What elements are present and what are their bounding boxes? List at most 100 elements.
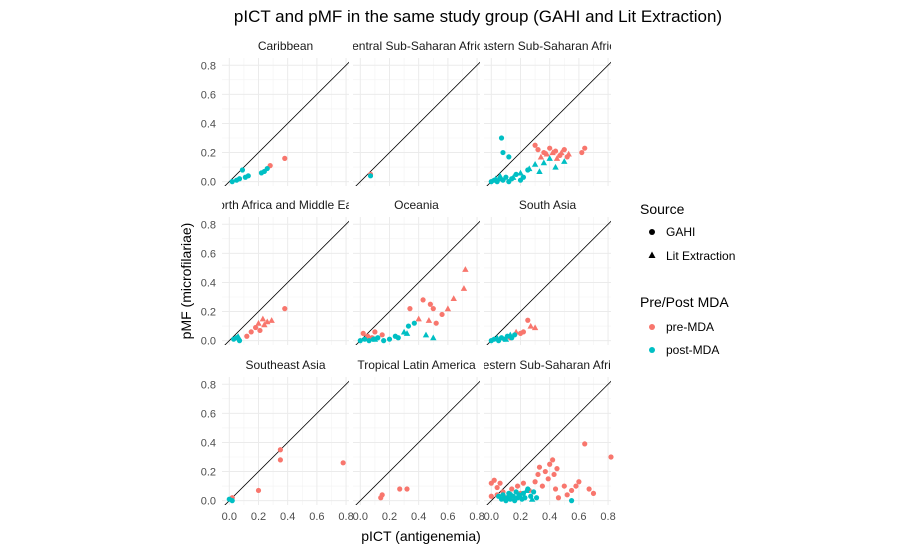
legend-label-lit-extraction: Lit Extraction: [666, 249, 735, 263]
data-point: [236, 176, 243, 182]
identity-line: [224, 220, 349, 345]
x-tick-label: 0.0: [484, 511, 499, 523]
data-point: [404, 486, 410, 492]
data-point: [539, 483, 545, 489]
data-point: [395, 335, 401, 341]
data-point: [535, 471, 541, 478]
data-point: [239, 167, 246, 173]
data-point: [433, 320, 439, 326]
legend-key-pre-mda: [649, 324, 655, 330]
facet-label: North Africa and Middle East: [209, 198, 362, 212]
data-point-triangle: [261, 321, 268, 328]
data-point: [229, 498, 235, 504]
data-point: [282, 155, 288, 161]
data-point: [586, 486, 592, 492]
data-point: [576, 479, 582, 485]
panel-oceania: Oceania: [353, 198, 480, 345]
y-tick-label: 0.2: [201, 467, 216, 479]
y-tick-label: 0.6: [201, 89, 216, 101]
x-axis-title: pICT (antigenemia): [361, 528, 481, 544]
data-point-triangle: [462, 266, 469, 272]
data-point: [520, 174, 527, 180]
data-point: [506, 154, 512, 160]
y-tick-label: 0.2: [201, 307, 216, 319]
data-point-triangle: [531, 160, 539, 167]
data-point: [533, 495, 540, 501]
data-point: [555, 495, 562, 501]
panel-western-sub-saharan-africa: Western Sub-Saharan Africa 0.0 0.2 0.4 0.6 0.…: [472, 358, 624, 523]
data-point-triangle: [540, 159, 548, 166]
data-point: [497, 480, 503, 486]
panel-south-asia: South Asia: [484, 198, 611, 345]
data-point: [547, 461, 553, 467]
data-point: [525, 317, 531, 323]
legend-title-source: Source: [640, 201, 685, 217]
facet-label: Southeast Asia: [245, 358, 325, 372]
data-point: [367, 173, 374, 179]
data-point-triangle: [546, 155, 553, 161]
data-point-triangle: [553, 155, 561, 161]
data-point: [420, 297, 426, 303]
data-point: [514, 483, 521, 489]
data-point: [372, 329, 378, 335]
data-point: [381, 338, 387, 344]
data-point: [550, 457, 556, 463]
data-point-triangle: [415, 315, 422, 322]
data-point-triangle: [552, 163, 559, 170]
data-point-triangle: [496, 172, 504, 179]
y-tick-label: 0.4: [201, 277, 216, 289]
data-point: [573, 483, 579, 489]
facet-label: South Asia: [519, 198, 577, 212]
data-point-triangle: [502, 335, 510, 342]
legend-key-lit-extraction: [648, 251, 656, 258]
x-tick-label: 0.4: [542, 511, 557, 523]
x-tick-label: 0.8: [600, 511, 615, 523]
data-point-triangle: [528, 495, 536, 502]
data-point: [494, 484, 500, 491]
data-point: [517, 330, 524, 336]
data-point-triangle: [493, 334, 501, 341]
data-point: [405, 323, 412, 329]
data-point-triangle: [430, 334, 437, 341]
data-point: [378, 495, 384, 501]
data-point: [386, 336, 393, 342]
legend-key-post-mda: [649, 347, 655, 353]
data-point-triangle: [558, 149, 565, 156]
data-point: [568, 487, 575, 494]
data-point-triangle: [561, 158, 568, 164]
x-tick-label: 0.2: [513, 511, 528, 523]
data-point: [545, 476, 551, 482]
legend-key-gahi: [649, 229, 655, 235]
data-point-triangle: [536, 168, 543, 175]
data-point: [608, 454, 614, 460]
data-point: [264, 165, 270, 172]
identity-line: [224, 61, 349, 186]
x-tick-label: 0.2: [382, 511, 397, 523]
data-point: [568, 498, 575, 504]
data-point-triangle: [549, 149, 556, 156]
data-point: [498, 135, 505, 141]
data-point: [257, 327, 263, 334]
panel-southeast-asia: Southeast Asia 0.0 0.2 0.4 0.6 0.8 0.0 0.2 0.4 0.…: [201, 358, 354, 523]
x-tick-label: 0.6: [571, 511, 586, 523]
data-point: [552, 486, 559, 492]
data-point: [252, 324, 259, 331]
data-point: [491, 477, 497, 483]
facet-label: Oceania: [394, 198, 439, 212]
x-tick-label: 0.2: [251, 511, 266, 523]
data-point-triangle: [268, 317, 275, 323]
legend: Source GAHI Lit Extraction Pre/Post MDA …: [640, 201, 735, 357]
data-point-triangle: [255, 319, 262, 326]
data-point: [282, 306, 288, 312]
identity-line: [486, 220, 611, 345]
data-point: [430, 306, 436, 312]
data-point: [277, 457, 283, 463]
data-point-triangle: [444, 305, 452, 312]
data-point: [439, 311, 445, 318]
data-point: [579, 149, 585, 156]
facet-label: Western Sub-Saharan Africa: [472, 358, 624, 372]
data-point-triangle: [492, 175, 499, 182]
data-point: [582, 441, 588, 447]
x-tick-label: 0.6: [309, 511, 324, 523]
